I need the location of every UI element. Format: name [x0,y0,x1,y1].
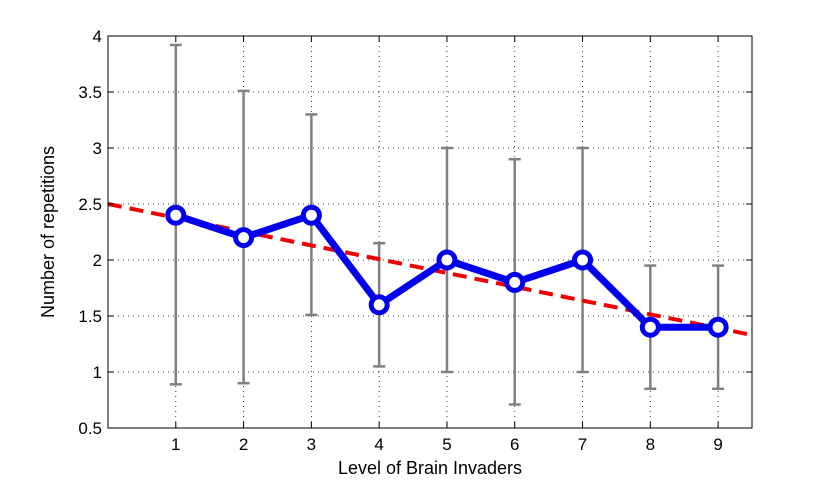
x-axis-label: Level of Brain Invaders [338,458,522,478]
data-point [300,204,322,226]
y-axis-label: Number of repetitions [38,146,58,318]
x-tick-label: 7 [578,435,587,454]
y-tick-label: 2.5 [78,195,102,214]
data-point [368,294,390,316]
y-tick-label: 3.5 [78,83,102,102]
x-tick-label: 5 [442,435,451,454]
x-tick-label: 4 [374,435,383,454]
x-tick-label: 1 [171,435,180,454]
y-tick-label: 3 [93,139,102,158]
data-markers [165,204,729,338]
data-point [233,227,255,249]
data-point [639,316,661,338]
x-tick-label: 8 [646,435,655,454]
plot-area [108,36,752,428]
x-tick-label: 6 [510,435,519,454]
x-tick-label: 9 [713,435,722,454]
y-tick-label: 1 [93,363,102,382]
y-tick-label: 0.5 [78,419,102,438]
y-tick-label: 1.5 [78,307,102,326]
data-point [436,249,458,271]
data-point [504,271,526,293]
y-tick-label: 4 [93,27,102,46]
y-tick-label: 2 [93,251,102,270]
plot-frame [107,35,753,429]
data-point [165,204,187,226]
x-tick-label: 2 [239,435,248,454]
axis-ticks: 1 2 3 4 5 6 7 8 9 0.5 1 1.5 2 2.5 3 3.5 4 [78,27,752,454]
x-tick-label: 3 [307,435,316,454]
data-point [707,316,729,338]
data-point [572,249,594,271]
